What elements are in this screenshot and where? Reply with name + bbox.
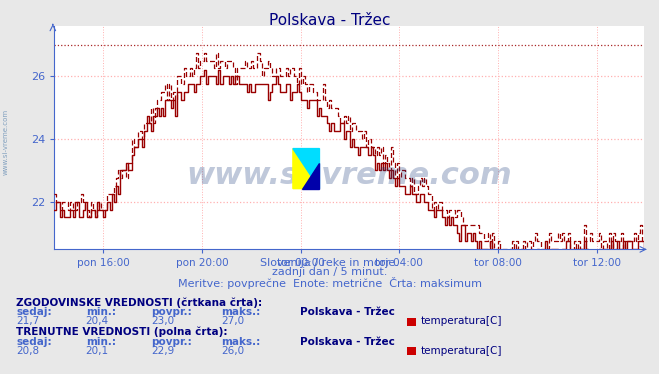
- Text: 20,1: 20,1: [86, 346, 109, 356]
- Text: www.si-vreme.com: www.si-vreme.com: [2, 109, 9, 175]
- Text: 21,7: 21,7: [16, 316, 40, 326]
- Text: Polskava - Tržec: Polskava - Tržec: [269, 13, 390, 28]
- Text: Slovenija / reke in morje.: Slovenija / reke in morje.: [260, 258, 399, 268]
- Polygon shape: [293, 148, 320, 188]
- Text: 20,4: 20,4: [86, 316, 109, 326]
- Text: 23,0: 23,0: [152, 316, 175, 326]
- Text: TRENUTNE VREDNOSTI (polna črta):: TRENUTNE VREDNOSTI (polna črta):: [16, 327, 228, 337]
- Text: Polskava - Tržec: Polskava - Tržec: [300, 307, 395, 318]
- Text: maks.:: maks.:: [221, 337, 260, 347]
- Text: povpr.:: povpr.:: [152, 337, 192, 347]
- Text: Polskava - Tržec: Polskava - Tržec: [300, 337, 395, 347]
- Text: sedaj:: sedaj:: [16, 337, 52, 347]
- Text: min.:: min.:: [86, 337, 116, 347]
- Text: ZGODOVINSKE VREDNOSTI (črtkana črta):: ZGODOVINSKE VREDNOSTI (črtkana črta):: [16, 297, 262, 308]
- Text: temperatura[C]: temperatura[C]: [420, 346, 502, 356]
- Text: 26,0: 26,0: [221, 346, 244, 356]
- Polygon shape: [293, 148, 320, 188]
- Text: temperatura[C]: temperatura[C]: [420, 316, 502, 326]
- Text: www.si-vreme.com: www.si-vreme.com: [186, 161, 512, 190]
- Text: 20,8: 20,8: [16, 346, 40, 356]
- Text: 27,0: 27,0: [221, 316, 244, 326]
- Text: maks.:: maks.:: [221, 307, 260, 318]
- Text: 22,9: 22,9: [152, 346, 175, 356]
- Text: sedaj:: sedaj:: [16, 307, 52, 318]
- Text: Meritve: povprečne  Enote: metrične  Črta: maksimum: Meritve: povprečne Enote: metrične Črta:…: [177, 277, 482, 289]
- Polygon shape: [302, 163, 320, 188]
- Text: zadnji dan / 5 minut.: zadnji dan / 5 minut.: [272, 267, 387, 278]
- Text: min.:: min.:: [86, 307, 116, 318]
- Text: povpr.:: povpr.:: [152, 307, 192, 318]
